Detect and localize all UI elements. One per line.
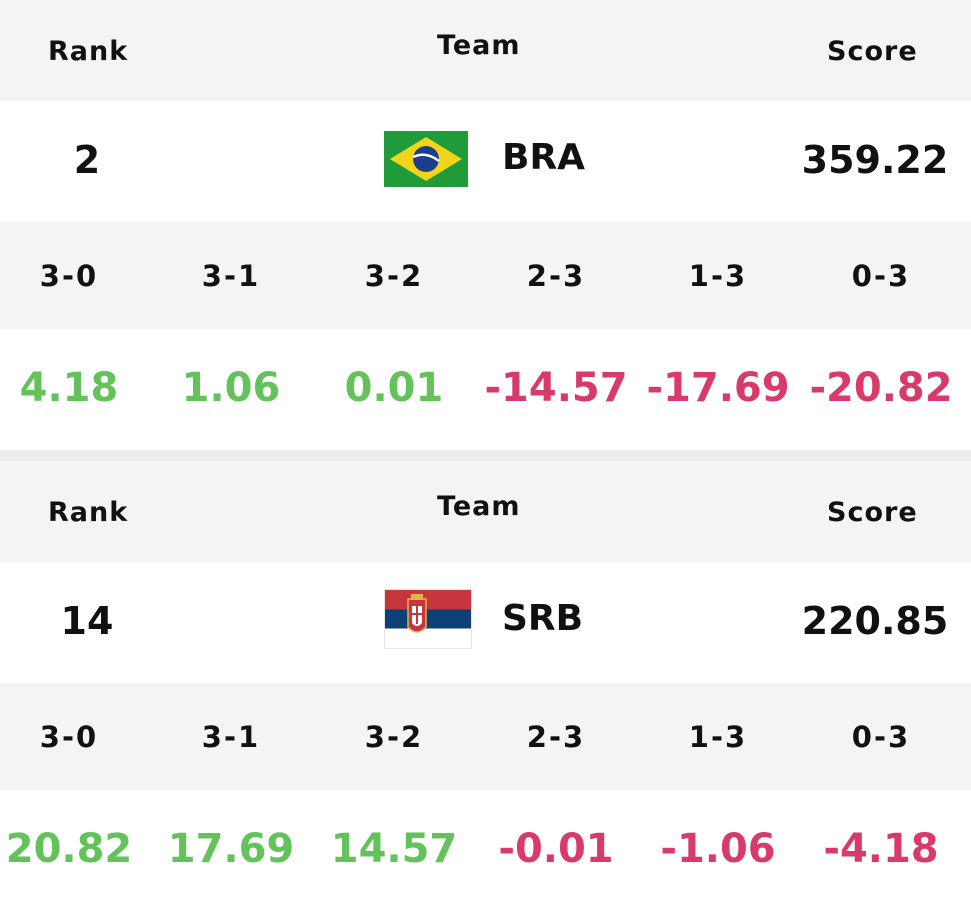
set-value: -1.06 [660, 826, 776, 872]
card-divider [0, 450, 971, 461]
score-value: 359.22 [801, 138, 949, 182]
set-value: -17.69 [646, 365, 790, 411]
set-label-3-1: 3-1 [201, 259, 261, 293]
team-card-bra: Rank Team Score 2 BRA 359.22 3-0 3-1 3-2… [0, 0, 971, 461]
set-value: -0.01 [498, 826, 614, 872]
set-label-0-3: 0-3 [851, 259, 911, 293]
score-header: Score [827, 36, 918, 67]
set-label-3-2: 3-2 [364, 720, 424, 754]
brazil-flag-icon [382, 129, 470, 189]
set-label-2-3: 2-3 [526, 720, 586, 754]
team-row: 2 BRA 359.22 [0, 101, 971, 222]
set-value: 0.01 [344, 365, 444, 411]
set-value: 20.82 [5, 826, 133, 872]
set-value: -14.57 [484, 365, 628, 411]
team-code: BRA [502, 137, 586, 178]
set-value: -20.82 [809, 365, 953, 411]
set-value: 1.06 [181, 365, 281, 411]
set-label-3-2: 3-2 [364, 259, 424, 293]
rank-header: Rank [48, 36, 129, 67]
set-labels-row: 3-0 3-1 3-2 2-3 1-3 0-3 [0, 222, 971, 329]
serbia-flag-icon [384, 589, 472, 649]
rank-value: 14 [60, 599, 114, 643]
rank-value: 2 [73, 138, 101, 182]
set-values-row: 20.82 17.69 14.57 -0.01 -1.06 -4.18 [0, 790, 971, 911]
team-row: 14 SRB 220.85 [0, 562, 971, 683]
set-label-3-1: 3-1 [201, 720, 261, 754]
header-row: Rank Team Score [0, 461, 971, 562]
set-label-1-3: 1-3 [688, 259, 748, 293]
set-values-row: 4.18 1.06 0.01 -14.57 -17.69 -20.82 [0, 329, 971, 450]
score-value: 220.85 [801, 599, 949, 643]
rank-header: Rank [48, 497, 129, 528]
header-row: Rank Team Score [0, 0, 971, 101]
team-header: Team [437, 491, 521, 522]
team-card-srb: Rank Team Score 14 SRB 220.85 3-0 3-1 3-… [0, 461, 971, 922]
set-label-3-0: 3-0 [39, 259, 99, 293]
set-label-0-3: 0-3 [851, 720, 911, 754]
set-labels-row: 3-0 3-1 3-2 2-3 1-3 0-3 [0, 683, 971, 790]
score-header: Score [827, 497, 918, 528]
set-label-1-3: 1-3 [688, 720, 748, 754]
set-label-3-0: 3-0 [39, 720, 99, 754]
set-value: 14.57 [330, 826, 458, 872]
team-header: Team [437, 30, 521, 61]
set-value: 17.69 [167, 826, 295, 872]
team-code: SRB [502, 598, 584, 639]
set-label-2-3: 2-3 [526, 259, 586, 293]
set-value: -4.18 [823, 826, 939, 872]
set-value: 4.18 [19, 365, 119, 411]
